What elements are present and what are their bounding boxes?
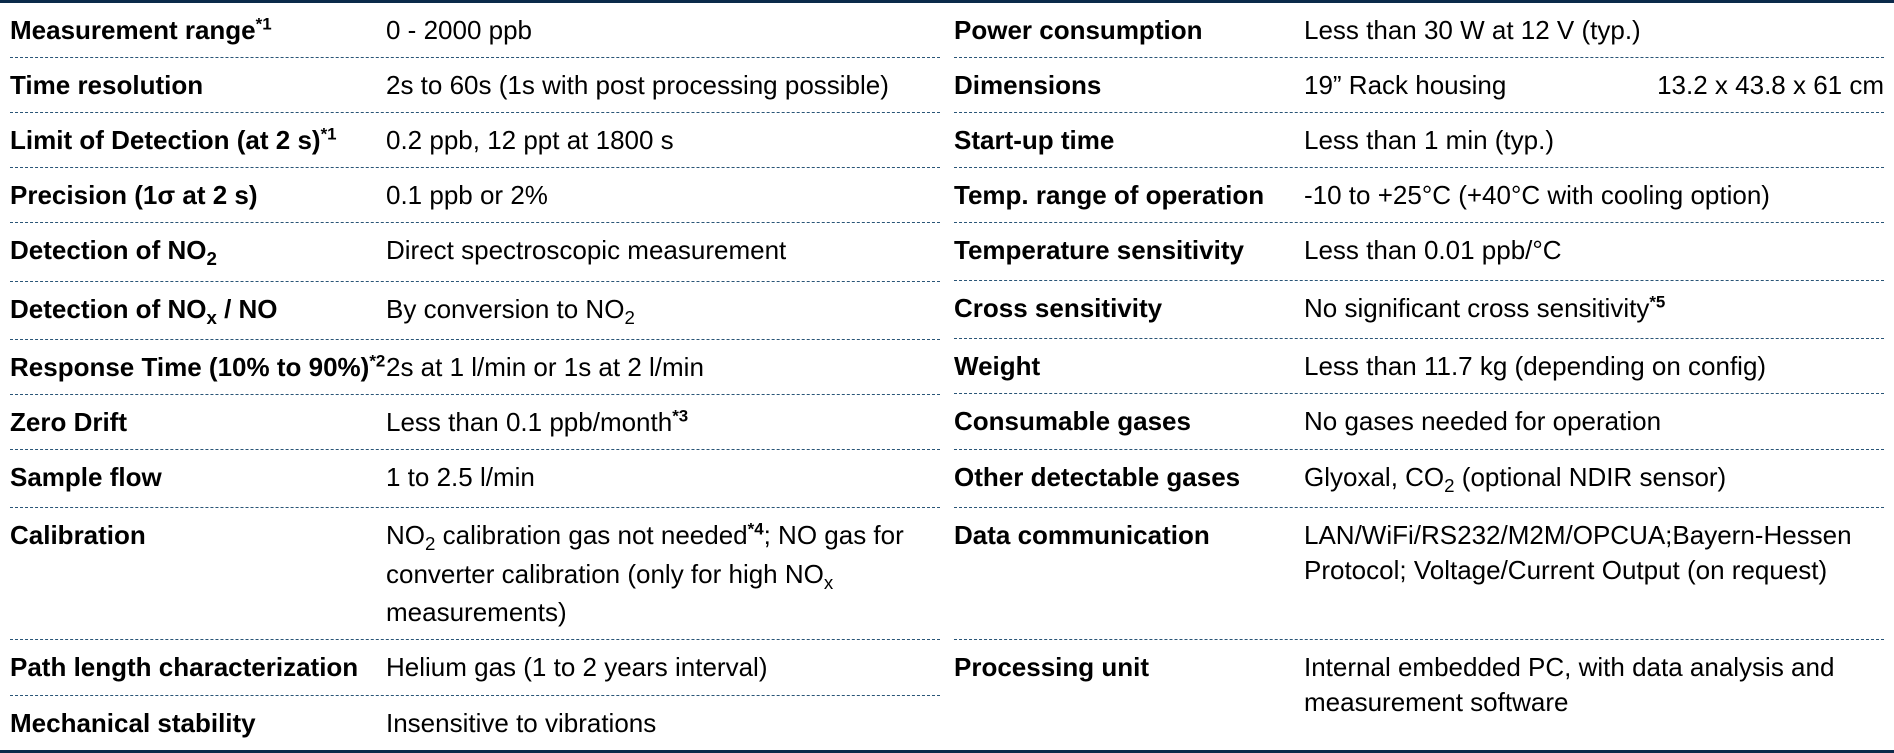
spec-row: Consumable gasesNo gases needed for oper…: [954, 394, 1884, 449]
spec-label: Temperature sensitivity: [954, 233, 1304, 268]
spec-row: Processing unitInternal embedded PC, wit…: [954, 640, 1884, 749]
spec-row: Data communicationLAN/WiFi/RS232/M2M/OPC…: [954, 508, 1884, 640]
spec-value: Less than 11.7 kg (depending on config): [1304, 349, 1884, 384]
spec-label: Response Time (10% to 90%)*2: [10, 350, 386, 385]
spec-label: Weight: [954, 349, 1304, 384]
spec-label: Start-up time: [954, 123, 1304, 158]
spec-label: Mechanical stability: [10, 706, 386, 741]
spec-row: Start-up timeLess than 1 min (typ.): [954, 113, 1884, 168]
spec-col-left: Measurement range*10 - 2000 ppbTime reso…: [10, 3, 940, 750]
spec-row: Cross sensitivityNo significant cross se…: [954, 281, 1884, 339]
spec-row: Power consumptionLess than 30 W at 12 V …: [954, 3, 1884, 58]
spec-label: Dimensions: [954, 68, 1304, 103]
spec-value: 0 - 2000 ppb: [386, 13, 940, 48]
spec-value: By conversion to NO2: [386, 292, 940, 330]
spec-label: Power consumption: [954, 13, 1304, 48]
spec-value: Less than 30 W at 12 V (typ.): [1304, 13, 1884, 48]
spec-value: Helium gas (1 to 2 years interval): [386, 650, 940, 685]
spec-value: Direct spectroscopic measurement: [386, 233, 940, 268]
spec-row: Response Time (10% to 90%)*22s at 1 l/mi…: [10, 340, 940, 395]
spec-label: Calibration: [10, 518, 386, 553]
spec-row: Limit of Detection (at 2 s)*10.2 ppb, 12…: [10, 113, 940, 168]
spec-label: Detection of NO2: [10, 233, 386, 271]
spec-row: Sample flow1 to 2.5 l/min: [10, 450, 940, 508]
spec-table: Measurement range*10 - 2000 ppbTime reso…: [0, 0, 1894, 753]
spec-label: Processing unit: [954, 650, 1304, 685]
spec-label: Path length characterization: [10, 650, 386, 685]
spec-value: No gases needed for operation: [1304, 404, 1884, 439]
spec-value: 19” Rack housing13.2 x 43.8 x 61 cm: [1304, 68, 1884, 103]
spec-label: Detection of NOx / NO: [10, 292, 386, 330]
spec-row: Precision (1σ at 2 s)0.1 ppb or 2%: [10, 168, 940, 223]
spec-value: Internal embedded PC, with data analysis…: [1304, 650, 1884, 720]
spec-row: Detection of NOx / NOBy conversion to NO…: [10, 282, 940, 340]
spec-row: Other detectable gasesGlyoxal, CO2 (opti…: [954, 450, 1884, 508]
spec-value: 1 to 2.5 l/min: [386, 460, 940, 495]
spec-label: Cross sensitivity: [954, 291, 1304, 326]
spec-row: CalibrationNO2 calibration gas not neede…: [10, 508, 940, 640]
spec-value: Less than 0.01 ppb/°C: [1304, 233, 1884, 268]
spec-row: Path length characterizationHelium gas (…: [10, 640, 940, 695]
spec-value: 0.2 ppb, 12 ppt at 1800 s: [386, 123, 940, 158]
spec-row: WeightLess than 11.7 kg (depending on co…: [954, 339, 1884, 394]
spec-row: Measurement range*10 - 2000 ppb: [10, 3, 940, 58]
spec-col-right: Power consumptionLess than 30 W at 12 V …: [954, 3, 1884, 750]
spec-label: Temp. range of operation: [954, 178, 1304, 213]
spec-value: Less than 0.1 ppb/month*3: [386, 405, 940, 440]
spec-value: -10 to +25°C (+40°C with cooling option): [1304, 178, 1884, 213]
spec-value: 0.1 ppb or 2%: [386, 178, 940, 213]
spec-row: Detection of NO2Direct spectroscopic mea…: [10, 223, 940, 281]
spec-value: NO2 calibration gas not needed*4; NO gas…: [386, 518, 940, 630]
spec-row: Dimensions19” Rack housing13.2 x 43.8 x …: [954, 58, 1884, 113]
spec-row: Temperature sensitivityLess than 0.01 pp…: [954, 223, 1884, 281]
spec-label: Data communication: [954, 518, 1304, 553]
spec-label: Measurement range*1: [10, 13, 386, 48]
spec-row: Time resolution2s to 60s (1s with post p…: [10, 58, 940, 113]
spec-row: Zero DriftLess than 0.1 ppb/month*3: [10, 395, 940, 450]
spec-label: Other detectable gases: [954, 460, 1304, 495]
spec-label: Consumable gases: [954, 404, 1304, 439]
spec-value: LAN/WiFi/RS232/M2M/OPCUA;Bayern-Hessen P…: [1304, 518, 1884, 588]
spec-label: Zero Drift: [10, 405, 386, 440]
spec-label: Sample flow: [10, 460, 386, 495]
spec-value: No significant cross sensitivity*5: [1304, 291, 1884, 326]
spec-label: Time resolution: [10, 68, 386, 103]
spec-row: Mechanical stabilityInsensitive to vibra…: [10, 696, 940, 750]
spec-value: 2s at 1 l/min or 1s at 2 l/min: [386, 350, 940, 385]
spec-value: 2s to 60s (1s with post processing possi…: [386, 68, 940, 103]
spec-label: Limit of Detection (at 2 s)*1: [10, 123, 386, 158]
spec-label: Precision (1σ at 2 s): [10, 178, 386, 213]
spec-value: Less than 1 min (typ.): [1304, 123, 1884, 158]
spec-value: Glyoxal, CO2 (optional NDIR sensor): [1304, 460, 1884, 498]
spec-row: Temp. range of operation-10 to +25°C (+4…: [954, 168, 1884, 223]
spec-value: Insensitive to vibrations: [386, 706, 940, 741]
